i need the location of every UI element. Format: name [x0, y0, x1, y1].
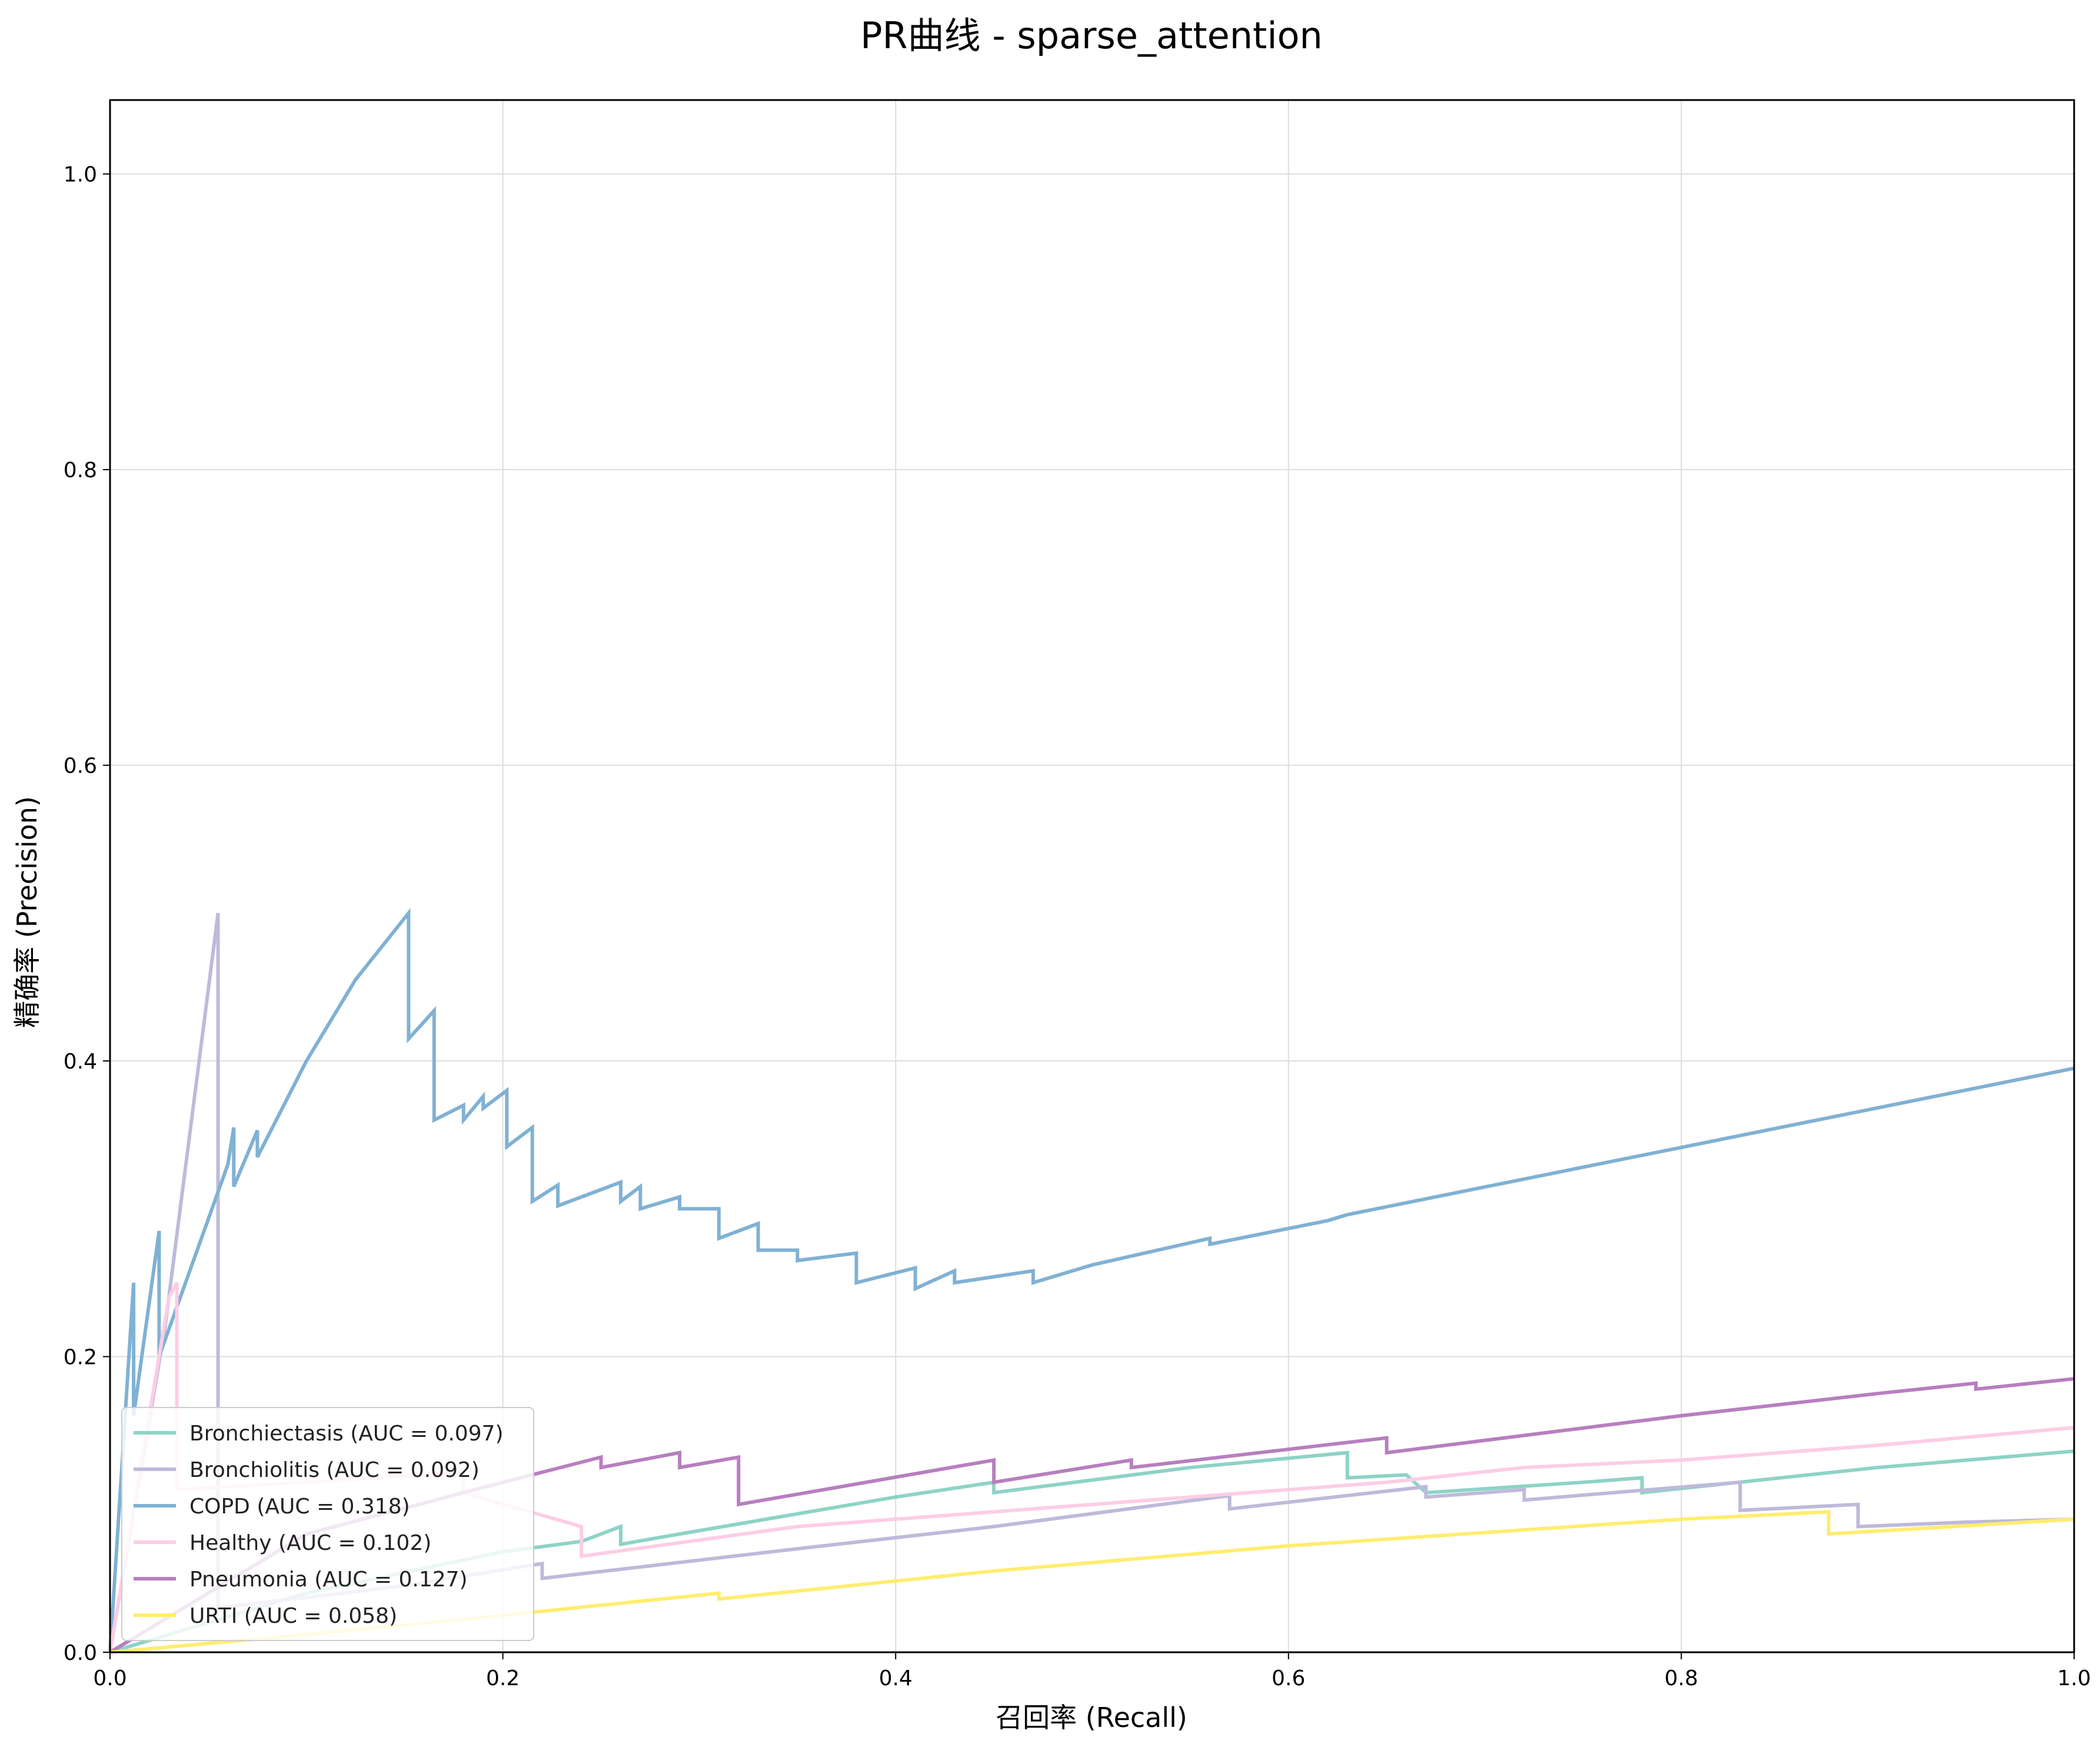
axis-ticks: 0.0 0.2 0.4 0.6 0.8 1.0 0.0 0.2 0.4 0.6 0.8 1.0 [64, 163, 2091, 1691]
grid-lines [109, 100, 2075, 1653]
legend-label: Bronchiolitis (AUC = 0.092) [189, 1458, 480, 1482]
x-tick-label: 0.4 [879, 1666, 913, 1691]
y-tick-label: 0.6 [64, 754, 97, 778]
legend: Bronchiectasis (AUC = 0.097) Bronchioliti… [121, 1407, 534, 1641]
y-tick-label: 1.0 [64, 163, 97, 187]
x-tick-label: 0.6 [1272, 1666, 1305, 1691]
y-tick-label: 0.4 [64, 1050, 97, 1074]
legend-label: URTI (AUC = 0.058) [189, 1604, 397, 1628]
x-tick-label: 0.0 [93, 1666, 127, 1691]
legend-label: COPD (AUC = 0.318) [189, 1495, 410, 1519]
series-line [109, 1377, 2075, 1654]
x-tick-label: 1.0 [2057, 1666, 2091, 1691]
y-tick-label: 0.8 [64, 458, 97, 482]
legend-label: Pneumonia (AUC = 0.127) [189, 1568, 468, 1592]
y-axis-title: 精确率 (Precision) [11, 796, 43, 1028]
series-line [108, 908, 2075, 1653]
series-line [109, 1449, 2075, 1654]
x-tick-label: 0.8 [1665, 1666, 1698, 1691]
x-tick-label: 0.2 [486, 1666, 520, 1691]
legend-label: Healthy (AUC = 0.102) [189, 1531, 431, 1555]
plot-frame [109, 99, 2075, 1653]
chart-title: PR曲线 - sparse_attention [860, 14, 1323, 57]
y-tick-label: 0.0 [64, 1641, 97, 1665]
legend-box [121, 1407, 534, 1641]
x-axis-title: 召回率 (Recall) [996, 1702, 1187, 1733]
legend-label: Bronchiectasis (AUC = 0.097) [189, 1422, 504, 1446]
y-tick-label: 0.2 [64, 1346, 97, 1370]
